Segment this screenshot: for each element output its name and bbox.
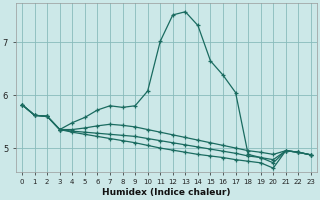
X-axis label: Humidex (Indice chaleur): Humidex (Indice chaleur) [102,188,231,197]
